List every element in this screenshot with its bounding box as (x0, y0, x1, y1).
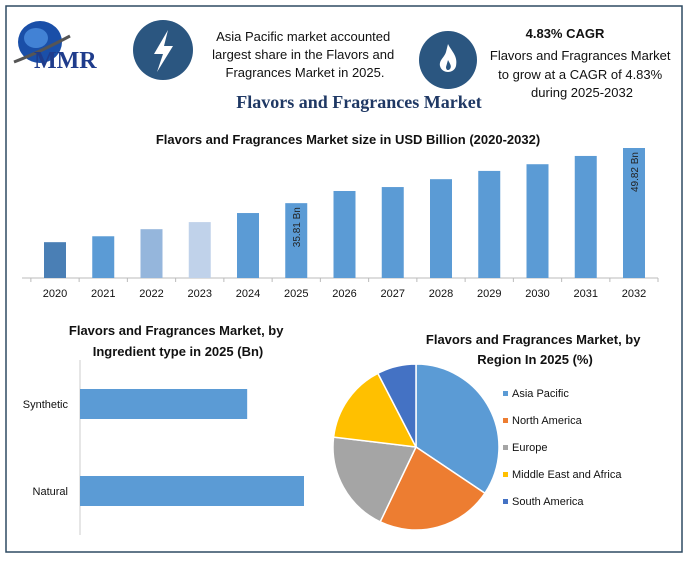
data-label-2025: 35.81 Bn (292, 207, 303, 247)
bar-2025 (285, 203, 308, 278)
bar-synthetic (80, 389, 248, 419)
x-tick-label: 2026 (332, 288, 356, 300)
bar-chart-title: Flavors and Fragrances Market size in US… (156, 132, 540, 147)
slice-middle-east-and-africa (332, 372, 418, 448)
flame-icon (419, 31, 477, 89)
x-tick-label: 2022 (139, 288, 163, 300)
category-label: Synthetic (23, 399, 69, 411)
slice-south-america (376, 363, 417, 448)
bar-2021 (92, 236, 115, 278)
region-chart-title: Flavors and Fragrances Market, by Region… (426, 332, 644, 367)
slice-asia-pacific (415, 363, 500, 495)
bar-2031 (574, 155, 597, 278)
legend-label: Europe (512, 442, 547, 454)
logo-text: MMR (34, 48, 97, 74)
bar-2029 (478, 170, 501, 278)
ingredient-bar-chart: Synthetic Natural (23, 360, 304, 535)
legend-swatch (503, 445, 508, 450)
x-tick-label: 2032 (622, 288, 646, 300)
highlight-asia-pacific: Asia Pacific market accounted largest sh… (212, 29, 398, 80)
legend-swatch (503, 499, 508, 504)
bar-2022 (140, 229, 163, 278)
bar-2026 (333, 190, 356, 278)
x-tick-label: 2029 (477, 288, 501, 300)
bar-2030 (526, 164, 549, 278)
highlight-cagr: Flavors and Fragrances Market to grow at… (490, 48, 674, 100)
bar-2027 (381, 187, 404, 278)
legend-swatch (503, 472, 508, 477)
lightning-icon (133, 20, 193, 80)
legend-label: Asia Pacific (512, 388, 569, 400)
globe-logo-icon: MMR (13, 21, 97, 74)
bar-2032 (623, 148, 645, 278)
x-tick-label: 2024 (236, 288, 260, 300)
bar-2023 (188, 222, 211, 278)
x-tick-label: 2031 (574, 288, 598, 300)
x-tick-label: 2021 (91, 288, 115, 300)
cagr-title: 4.83% CAGR (526, 26, 605, 41)
bar-2024 (237, 213, 259, 278)
legend-label: South America (512, 496, 584, 508)
legend-swatch (503, 418, 508, 423)
legend-swatch (503, 391, 508, 396)
x-tick-label: 2025 (284, 288, 308, 300)
main-title: Flavors and Fragrances Market (236, 92, 481, 112)
x-tick-label: 2027 (381, 288, 405, 300)
bar-2020 (44, 242, 66, 278)
data-label-2032: 49.82 Bn (630, 152, 641, 192)
bar-2028 (430, 179, 452, 278)
x-tick-label: 2023 (188, 288, 212, 300)
legend-label: Middle East and Africa (512, 469, 622, 481)
slice-europe (332, 436, 418, 523)
frame (5, 5, 683, 553)
market-size-bar-chart: 2020 2021 2022 2023 2024 2025 35.81 Bn 2026 2027… (22, 148, 659, 300)
x-tick-label: 2030 (525, 288, 549, 300)
x-tick-label: 2028 (429, 288, 453, 300)
ingredient-chart-title: Flavors and Fragrances Market, by Ingred… (69, 323, 287, 359)
bar-natural (80, 476, 304, 506)
category-label: Natural (33, 486, 68, 498)
legend-label: North America (512, 415, 583, 427)
region-pie-chart: Asia Pacific North America Europe Middle Ea… (332, 363, 622, 531)
x-tick-label: 2020 (43, 288, 67, 300)
